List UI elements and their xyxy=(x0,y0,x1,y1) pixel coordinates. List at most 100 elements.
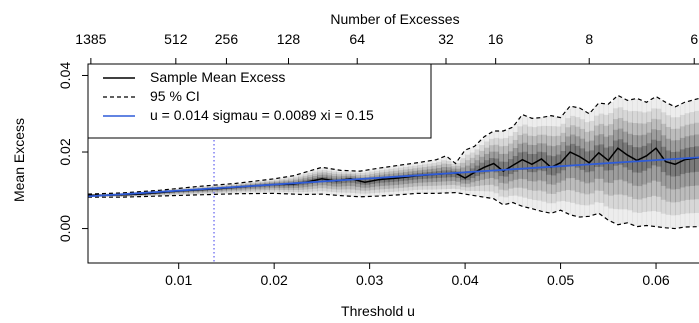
density-band-segment xyxy=(641,134,648,185)
density-band-segment xyxy=(446,164,452,186)
density-band-segment xyxy=(188,187,194,196)
density-band-segment xyxy=(178,188,185,196)
density-band-segment xyxy=(278,177,285,194)
density-band-segment xyxy=(598,103,605,215)
density-band-segment xyxy=(603,103,609,219)
density-band-segment xyxy=(670,117,676,216)
top-tick-label: 1385 xyxy=(75,31,106,47)
density-band-segment xyxy=(274,178,280,194)
density-band-segment xyxy=(551,116,557,213)
density-band-segment xyxy=(393,165,399,196)
density-band-segment xyxy=(694,99,699,227)
density-band-segment xyxy=(570,134,576,179)
density-band-segment xyxy=(388,173,395,186)
density-band-segment xyxy=(531,118,538,210)
density-band-segment xyxy=(584,141,590,184)
density-band-segment xyxy=(379,172,385,190)
density-band-segment xyxy=(622,131,628,182)
density-band-segment xyxy=(675,105,681,229)
density-band-segment xyxy=(684,113,691,214)
density-band-segment xyxy=(417,170,423,183)
density-band-segment xyxy=(235,184,242,192)
density-band-segment xyxy=(613,140,619,166)
density-band-segment xyxy=(336,172,342,193)
density-band-segment xyxy=(646,143,652,169)
density-band-segment xyxy=(694,122,699,200)
density-band-segment xyxy=(345,174,352,190)
density-band-segment xyxy=(398,167,404,192)
density-band-segment xyxy=(336,170,342,196)
density-band-segment xyxy=(350,170,356,197)
density-band-segment xyxy=(593,145,600,168)
density-band-segment xyxy=(660,100,667,228)
density-band-segment xyxy=(565,108,571,214)
density-band-segment xyxy=(498,130,504,204)
density-band-segment xyxy=(403,164,409,195)
top-tick-label: 8 xyxy=(585,31,593,47)
density-band-segment xyxy=(617,107,624,210)
density-band-segment xyxy=(579,109,586,217)
x-axis-title: Threshold u xyxy=(341,303,415,319)
density-band-segment xyxy=(665,103,671,228)
density-band-segment xyxy=(465,165,471,184)
density-band-segment xyxy=(689,147,695,173)
density-band-segment xyxy=(622,109,628,210)
density-band-segment xyxy=(603,114,609,207)
density-band-segment xyxy=(317,174,323,186)
density-band-segment xyxy=(551,136,557,194)
density-band-segment xyxy=(393,170,399,189)
top-tick-label: 256 xyxy=(215,31,239,47)
density-band-segment xyxy=(617,117,624,195)
density-band-segment xyxy=(407,168,414,187)
density-band-segment xyxy=(355,174,361,191)
density-band-segment xyxy=(689,100,695,227)
density-band-segment xyxy=(651,118,657,196)
density-band-segment xyxy=(460,158,466,191)
density-band-segment xyxy=(689,135,695,186)
density-band-segment xyxy=(278,180,285,190)
density-band-segment xyxy=(455,162,461,190)
legend-label: u = 0.014 sigmau = 0.0089 xi = 0.15 xyxy=(150,107,374,123)
density-band-segment xyxy=(589,111,595,216)
density-band-segment xyxy=(240,183,247,193)
density-band-segment xyxy=(694,146,699,172)
density-band-segment xyxy=(417,162,423,194)
density-band-segment xyxy=(383,174,390,186)
density-band-segment xyxy=(679,149,686,175)
x-tick-label: 0.04 xyxy=(451,272,478,288)
axes: 0.01 0.02 0.03 0.04 0.05 0.060.000.020.041385… xyxy=(57,31,699,288)
density-band-segment xyxy=(665,115,671,215)
density-band-segment xyxy=(641,101,648,226)
density-band-segment xyxy=(407,171,414,184)
density-band-segment xyxy=(627,111,633,211)
density-band-segment xyxy=(240,184,247,191)
density-band-segment xyxy=(675,128,681,203)
density-band-segment xyxy=(460,153,466,194)
density-band-segment xyxy=(250,181,256,194)
y-axis-title: Mean Excess xyxy=(11,118,27,202)
density-band-segment xyxy=(536,117,543,211)
density-band-segment xyxy=(627,133,633,184)
legend-box xyxy=(87,63,432,139)
density-band-segment xyxy=(340,170,347,196)
density-band-segment xyxy=(298,173,304,195)
density-band-segment xyxy=(551,126,557,204)
density-band-segment xyxy=(364,174,371,191)
density-band-segment xyxy=(584,131,590,195)
density-band-segment xyxy=(636,111,643,213)
density-band-segment xyxy=(636,99,643,227)
density-band-segment xyxy=(231,183,237,194)
density-band-segment xyxy=(426,163,433,190)
density-band-segment xyxy=(388,171,395,189)
density-band-segment xyxy=(264,181,270,191)
density-band-segment xyxy=(403,169,409,188)
x-tick-label: 0.01 xyxy=(165,272,192,288)
density-band-segment xyxy=(426,169,433,183)
density-band-segment xyxy=(436,164,442,186)
density-band-segment xyxy=(660,123,667,200)
density-band-segment xyxy=(450,170,457,178)
density-band-segment xyxy=(593,135,600,179)
density-band-segment xyxy=(579,128,586,194)
density-band-segment xyxy=(455,160,461,193)
density-band-segment xyxy=(231,185,237,192)
